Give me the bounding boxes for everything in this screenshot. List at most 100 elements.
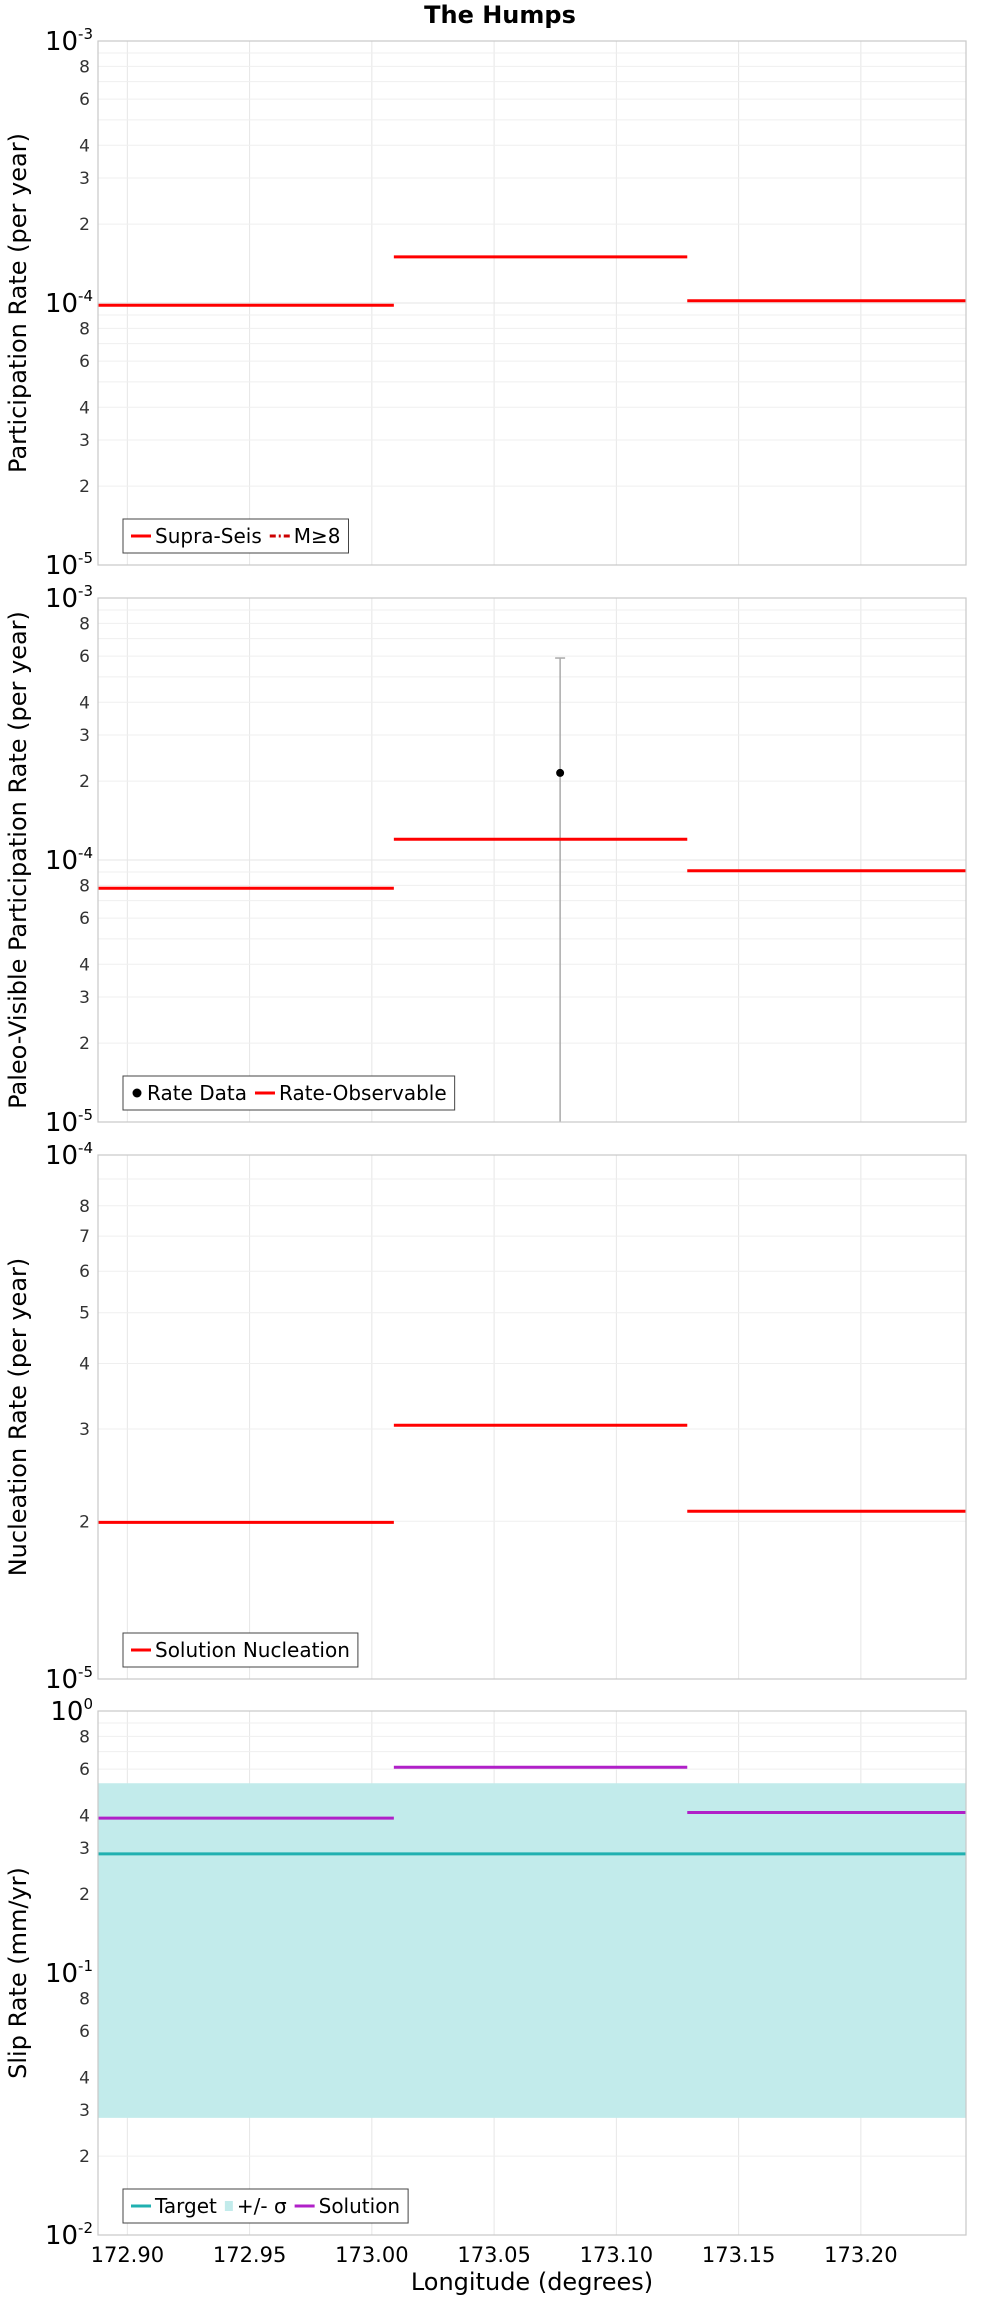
legend-item: Rate Data <box>132 1081 247 1105</box>
y-minor-tick-label: 5 <box>79 1304 90 1324</box>
y-minor-tick-label: 3 <box>79 1420 90 1440</box>
x-tick-label: 173.10 <box>580 2243 653 2267</box>
legend-swatch-dot <box>132 1088 142 1098</box>
y-minor-tick-label: 4 <box>79 955 90 975</box>
panel-nucleation: 10-5 2 3 4 5 6 7 8 10-4 Nucleation Rate (per year… <box>4 1139 967 1695</box>
legend-label: Solution Nucleation <box>155 1638 350 1662</box>
y-minor-tick-label: 4 <box>79 1806 90 1826</box>
legend: Target +/- σ Solution <box>122 2188 409 2224</box>
y-minor-tick-label: 4 <box>79 136 90 156</box>
x-tick-label: 173.20 <box>824 2243 897 2267</box>
y-minor-tick-label: 3 <box>79 988 90 1008</box>
legend-label: Supra-Seis <box>155 524 262 548</box>
legend-label: Rate-Observable <box>279 1081 447 1105</box>
chart-title: The Humps <box>424 1 576 29</box>
legend: Rate Data Rate-Observable <box>122 1075 456 1111</box>
y-minor-tick-label: 8 <box>79 614 90 634</box>
y-tick-label: 100 <box>50 1695 93 1727</box>
legend-item: +/- σ <box>224 2194 287 2218</box>
y-axis-label: Paleo-Visible Participation Rate (per ye… <box>4 611 32 1109</box>
y-tick-label: 10-5 <box>45 1663 93 1695</box>
legend-item: Rate-Observable <box>254 1081 447 1105</box>
y-minor-tick-label: 3 <box>79 169 90 189</box>
legend-item: Solution Nucleation <box>131 1638 350 1662</box>
legend-label: Rate Data <box>147 1081 247 1105</box>
x-tick-label: 173.15 <box>702 2243 775 2267</box>
y-tick-label: 10-5 <box>45 549 93 581</box>
sigma-band <box>98 1783 966 2118</box>
y-minor-tick-label: 8 <box>79 1197 90 1217</box>
y-minor-tick-label: 2 <box>79 772 90 792</box>
y-minor-tick-label: 4 <box>79 2068 90 2088</box>
plot-frame <box>97 1154 967 1680</box>
y-minor-tick-label: 8 <box>79 57 90 77</box>
y-minor-tick-label: 2 <box>79 1034 90 1054</box>
legend-label: Solution <box>319 2194 400 2218</box>
y-tick-label: 10-4 <box>45 1139 93 1171</box>
y-minor-tick-label: 6 <box>79 909 90 929</box>
plot-area <box>98 1155 966 1679</box>
y-tick-label: 10-5 <box>45 1106 93 1138</box>
legend-swatch-box <box>224 2201 233 2211</box>
x-axis-label: Longitude (degrees) <box>411 2268 653 2296</box>
y-axis-label: Participation Rate (per year) <box>4 133 32 473</box>
legend: Solution Nucleation <box>122 1632 359 1668</box>
legend-box <box>122 518 349 554</box>
y-tick-label: 10-3 <box>45 25 93 57</box>
data-point <box>556 768 565 777</box>
y-minor-tick-label: 6 <box>79 2022 90 2042</box>
y-tick-label: 10-3 <box>45 582 93 614</box>
x-tick-label: 173.05 <box>457 2243 530 2267</box>
plot-frame <box>97 40 967 566</box>
legend-box <box>122 1632 359 1668</box>
y-tick-label: 10-2 <box>45 2219 93 2251</box>
x-tick-label: 172.95 <box>213 2243 286 2267</box>
y-minor-tick-label: 8 <box>79 319 90 339</box>
x-tick-label: 173.00 <box>335 2243 408 2267</box>
y-minor-tick-label: 8 <box>79 1989 90 2009</box>
y-minor-tick-label: 7 <box>79 1227 90 1247</box>
y-minor-tick-label: 8 <box>79 876 90 896</box>
legend-items: Solution Nucleation <box>131 1638 350 1662</box>
y-minor-tick-label: 8 <box>79 1727 90 1747</box>
y-minor-tick-label: 6 <box>79 647 90 667</box>
y-minor-tick-label: 3 <box>79 431 90 451</box>
y-minor-tick-label: 3 <box>79 726 90 746</box>
legend-items: Rate Data Rate-Observable <box>132 1081 447 1105</box>
legend-item: Target <box>131 2194 217 2218</box>
legend-box <box>122 1075 456 1111</box>
legend-item: M≥8 <box>269 524 341 548</box>
y-minor-tick-label: 2 <box>79 1885 90 1905</box>
y-tick-label: 10-4 <box>45 287 93 319</box>
y-minor-tick-label: 6 <box>79 1262 90 1282</box>
legend: Supra-Seis M≥8 <box>122 518 349 554</box>
x-axis: 172.90 172.95 173.00 173.05 173.10 173.15 173.… <box>91 2243 898 2267</box>
legend-label: +/- σ <box>237 2194 287 2218</box>
y-axis-label: Slip Rate (mm/yr) <box>4 1867 32 2079</box>
y-axis-label: Nucleation Rate (per year) <box>4 1258 32 1577</box>
plot-frame <box>97 1710 967 2236</box>
legend-items: Target +/- σ Solution <box>131 2194 400 2218</box>
y-minor-tick-label: 4 <box>79 693 90 713</box>
legend-items: Supra-Seis M≥8 <box>131 524 341 548</box>
y-minor-tick-label: 4 <box>79 398 90 418</box>
legend-label: M≥8 <box>294 524 341 548</box>
y-tick-label: 10-4 <box>45 844 93 876</box>
y-minor-tick-label: 2 <box>79 2147 90 2167</box>
y-minor-tick-label: 2 <box>79 215 90 235</box>
legend-item: Solution <box>294 2194 400 2218</box>
legend-box <box>122 2188 409 2224</box>
y-minor-tick-label: 4 <box>79 1355 90 1375</box>
y-minor-tick-label: 6 <box>79 1760 90 1780</box>
x-tick-label: 172.90 <box>91 2243 164 2267</box>
plot-frame <box>97 597 967 1123</box>
y-minor-tick-label: 3 <box>79 2101 90 2121</box>
y-minor-tick-label: 6 <box>79 352 90 372</box>
legend-label: Target <box>154 2194 217 2218</box>
y-minor-tick-label: 2 <box>79 477 90 497</box>
